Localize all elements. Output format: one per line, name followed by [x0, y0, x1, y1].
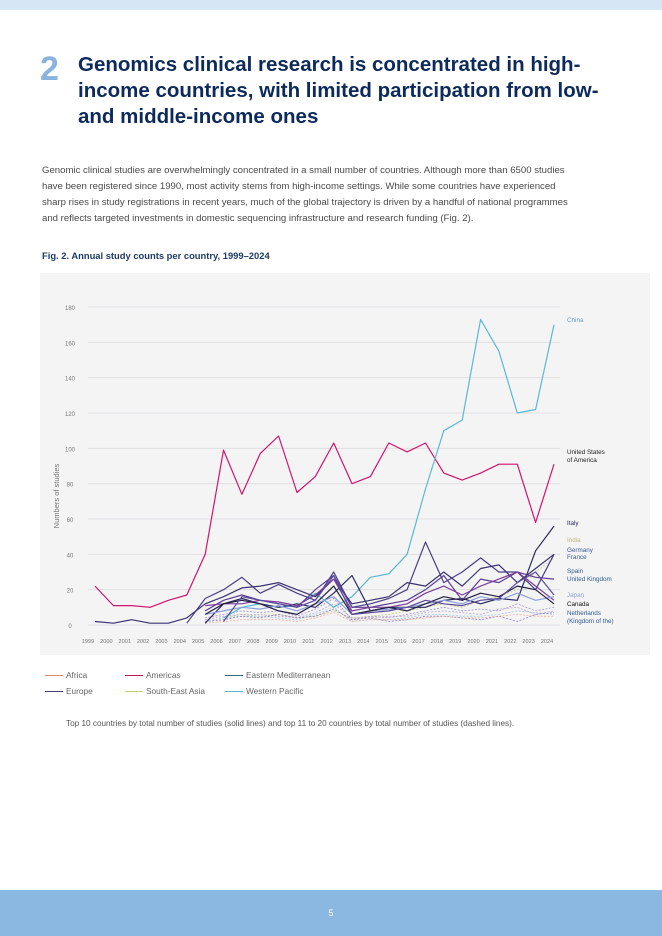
paragraph-line: and reflects targeted investments in dom… [42, 213, 474, 224]
paragraph-line: have been registered since 1990, most ac… [42, 181, 556, 192]
section-title: Genomics clinical research is concentrat… [78, 53, 599, 128]
legend-label: Americas [146, 670, 181, 680]
series-end-label: Spain [567, 568, 584, 575]
page-footer: 5 [0, 890, 662, 936]
series-line [205, 603, 555, 621]
x-tick-label: 2004 [174, 639, 186, 645]
legend-swatch [45, 691, 63, 693]
x-tick-label: 2022 [504, 639, 516, 645]
legend-item: Eastern Mediterranean [225, 670, 330, 680]
legend-item: Europe [45, 686, 93, 696]
x-tick-label: 2024 [541, 639, 553, 645]
paragraph-line: sharp rises in study registrations in re… [42, 197, 568, 208]
x-tick-label: 2023 [522, 639, 534, 645]
series-end-label: Canada [567, 601, 590, 608]
x-tick-label: 1999 [82, 639, 94, 645]
series-line [205, 612, 554, 624]
x-tick-label: 2010 [284, 639, 296, 645]
x-tick-label: 2021 [486, 639, 498, 645]
series-end-label: Netherlands [567, 610, 601, 617]
series-line [186, 541, 555, 624]
y-tick-label: 60 [67, 518, 74, 524]
series-end-label: India [567, 537, 581, 544]
legend-swatch [45, 675, 63, 677]
x-tick-label: 2007 [229, 639, 241, 645]
legend-label: South-East Asia [146, 686, 206, 696]
section-number: 2 [40, 50, 59, 88]
x-tick-label: 2009 [265, 639, 277, 645]
series-end-label: United States [567, 449, 605, 456]
top-band [0, 0, 662, 10]
body-paragraph: Genomic clinical studies are overwhelmin… [42, 163, 568, 227]
series-end-label: China [567, 317, 584, 324]
legend-label: Western Pacific [246, 686, 304, 696]
legend-item: South-East Asia [125, 686, 205, 696]
y-tick-label: 120 [65, 412, 76, 418]
y-tick-label: 0 [68, 624, 72, 630]
x-tick-label: 2019 [449, 639, 461, 645]
x-tick-label: 2016 [394, 639, 406, 645]
x-tick-label: 2013 [339, 639, 351, 645]
series-line [204, 585, 555, 615]
y-tick-label: 160 [65, 341, 76, 347]
legend-item: Africa [45, 670, 87, 680]
legend-swatch [225, 675, 243, 677]
series-end-label: Italy [567, 520, 579, 527]
legend-swatch [125, 675, 143, 677]
series-line [94, 435, 555, 608]
series-end-label: (Kingdom of the) [567, 618, 614, 625]
legend-label: Africa [66, 670, 88, 680]
x-tick-label: 2015 [376, 639, 388, 645]
series-line [205, 608, 555, 622]
series-line [223, 318, 555, 619]
legend-item: Americas [125, 670, 181, 680]
legend-swatch [225, 691, 243, 693]
x-tick-label: 2000 [100, 639, 112, 645]
page-number: 5 [328, 908, 334, 918]
series-end-label: United Kingdom [567, 576, 612, 583]
x-tick-label: 2012 [320, 639, 332, 645]
x-tick-label: 2018 [431, 639, 443, 645]
y-tick-label: 100 [65, 447, 76, 453]
legend-label: Eastern Mediterranean [246, 670, 331, 680]
x-tick-label: 2005 [192, 639, 204, 645]
x-tick-label: 2017 [412, 639, 424, 645]
line-chart: 0 20 40 60 80 100 120 140 160 180 1999 2000 2001 2002… [52, 306, 614, 645]
x-tick-label: 2006 [210, 639, 222, 645]
x-tick-label: 2014 [357, 639, 369, 645]
y-tick-label: 80 [67, 483, 74, 489]
x-tick-label: 2020 [467, 639, 479, 645]
y-axis-label: Numbers of studies [52, 463, 61, 528]
paragraph-line: Genomic clinical studies are overwhelmin… [42, 165, 565, 176]
y-tick-label: 40 [67, 553, 74, 559]
y-tick-label: 180 [65, 306, 76, 312]
series-end-label: Japan [567, 592, 585, 599]
chart-panel: 0 20 40 60 80 100 120 140 160 180 1999 2000 2001 2002… [40, 273, 650, 655]
y-tick-label: 20 [67, 589, 74, 595]
x-tick-label: 2008 [247, 639, 259, 645]
x-tick-label: 2003 [155, 639, 167, 645]
chart-note: Top 10 countries by total number of stud… [66, 719, 515, 728]
figure-caption: Fig. 2. Annual study counts per country,… [42, 250, 270, 261]
legend-swatch [125, 691, 143, 693]
series-end-label: of America [567, 457, 597, 464]
y-tick-label: 140 [65, 377, 76, 383]
legend-label: Europe [66, 686, 93, 696]
series-end-label: France [567, 554, 587, 561]
series-line [223, 571, 555, 622]
x-tick-label: 2011 [302, 639, 314, 645]
x-tick-label: 2002 [137, 639, 149, 645]
x-tick-label: 2001 [118, 639, 130, 645]
series-line [205, 592, 555, 615]
series-end-label: Germany [567, 547, 594, 554]
legend-item: Western Pacific [225, 686, 303, 696]
